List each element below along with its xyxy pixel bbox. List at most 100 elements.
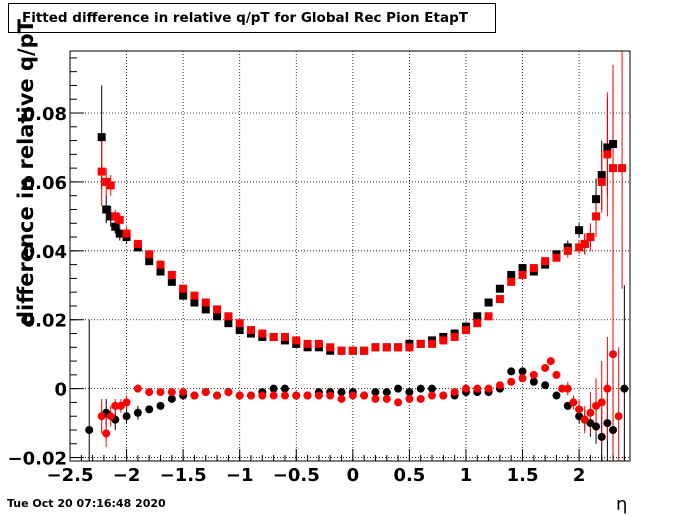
data-point-circle — [597, 432, 606, 441]
data-point-circle — [563, 384, 572, 393]
data-point-square — [592, 195, 601, 204]
data-point-square — [575, 226, 584, 235]
data-point-square — [224, 319, 233, 328]
data-point-square — [115, 229, 124, 238]
data-point-square — [575, 243, 584, 252]
data-point-square — [106, 181, 115, 190]
data-point-square — [473, 312, 482, 321]
chart-title: Fitted difference in relative q/pT for G… — [8, 3, 496, 33]
x-tick-label: −2 — [113, 465, 141, 486]
data-point-square — [518, 264, 527, 273]
data-point-circle — [597, 398, 606, 407]
data-point-circle — [156, 388, 165, 397]
data-point-circle — [569, 398, 578, 407]
data-point-circle — [394, 398, 403, 407]
data-point-circle — [106, 412, 115, 421]
data-point-square — [394, 343, 403, 352]
data-point-circle — [102, 429, 111, 438]
data-point-circle — [97, 412, 106, 421]
data-point-square — [563, 246, 572, 255]
x-tick-label: −2.5 — [47, 465, 94, 486]
data-point-square — [97, 133, 106, 142]
data-point-circle — [586, 408, 595, 417]
data-point-square — [337, 346, 346, 355]
data-point-square — [224, 312, 233, 321]
y-tick-label: 0.06 — [23, 173, 67, 194]
data-point-circle — [337, 388, 346, 397]
grid-lines — [69, 51, 630, 461]
data-point-square — [552, 253, 561, 262]
data-point-circle — [518, 367, 527, 376]
x-tick-label: 1 — [460, 465, 473, 486]
data-point-circle — [461, 384, 470, 393]
data-point-square — [235, 326, 244, 335]
data-point-circle — [122, 398, 131, 407]
data-point-circle — [609, 350, 618, 359]
data-point-circle — [405, 388, 414, 397]
data-point-square — [484, 298, 493, 307]
data-point-square — [269, 332, 278, 341]
data-point-circle — [609, 425, 618, 434]
data-point-square — [145, 257, 154, 266]
data-point-circle — [111, 401, 120, 410]
data-point-square — [450, 332, 459, 341]
data-point-circle — [247, 391, 256, 400]
data-point-circle — [603, 419, 612, 428]
x-tick-label: −1.5 — [160, 465, 207, 486]
data-point-circle — [360, 391, 369, 400]
data-point-square — [179, 291, 188, 300]
data-point-square — [167, 270, 176, 279]
data-point-square — [348, 346, 357, 355]
data-point-circle — [529, 370, 538, 379]
data-point-circle — [85, 425, 94, 434]
data-point-square — [592, 212, 601, 221]
data-point-square — [405, 343, 414, 352]
x-tick-label: 0 — [347, 465, 360, 486]
data-point-circle — [518, 374, 527, 383]
timestamp: Tue Oct 20 07:16:48 2020 — [7, 497, 166, 510]
x-tick-label: −1 — [226, 465, 254, 486]
data-point-square — [603, 143, 612, 152]
data-point-square — [303, 339, 312, 348]
data-point-circle — [303, 391, 312, 400]
data-point-square — [461, 326, 470, 335]
data-point-circle — [224, 388, 233, 397]
data-point-circle — [580, 415, 589, 424]
data-point-circle — [405, 394, 414, 403]
data-point-square — [190, 291, 199, 300]
data-point-square — [122, 229, 131, 238]
data-point-circle — [133, 408, 142, 417]
data-point-square — [235, 319, 244, 328]
data-point-circle — [473, 384, 482, 393]
axes: −2.5 −2 −1.5 −1 −0.5 0 0.5 1 1.5 2 −0.02 0 0.02 0.04 0… — [8, 57, 625, 486]
data-point-circle — [179, 388, 188, 397]
data-point-square — [145, 250, 154, 259]
data-point-square — [495, 284, 504, 293]
data-point-circle — [382, 388, 391, 397]
data-point-circle — [603, 384, 612, 393]
data-point-circle — [133, 384, 142, 393]
data-point-square — [213, 312, 222, 321]
data-point-square — [326, 343, 335, 352]
data-markers — [85, 133, 629, 441]
data-point-circle — [213, 391, 222, 400]
data-point-square — [416, 339, 425, 348]
data-point-square — [111, 222, 120, 231]
y-axis-label: difference in relative q/pT — [14, 18, 38, 326]
data-point-circle — [575, 405, 584, 414]
data-point-circle — [428, 384, 437, 393]
data-point-circle — [371, 388, 380, 397]
data-point-circle — [450, 388, 459, 397]
data-point-circle — [614, 412, 623, 421]
data-point-circle — [201, 388, 210, 397]
data-point-circle — [292, 391, 301, 400]
y-tick-label: 0.02 — [23, 311, 67, 332]
data-point-square — [618, 164, 627, 173]
data-point-square — [507, 277, 516, 286]
data-point-square — [179, 284, 188, 293]
data-point-circle — [428, 391, 437, 400]
data-point-circle — [592, 422, 601, 431]
data-point-circle — [529, 377, 538, 386]
plot-frame — [69, 50, 631, 462]
data-point-square — [609, 140, 618, 149]
